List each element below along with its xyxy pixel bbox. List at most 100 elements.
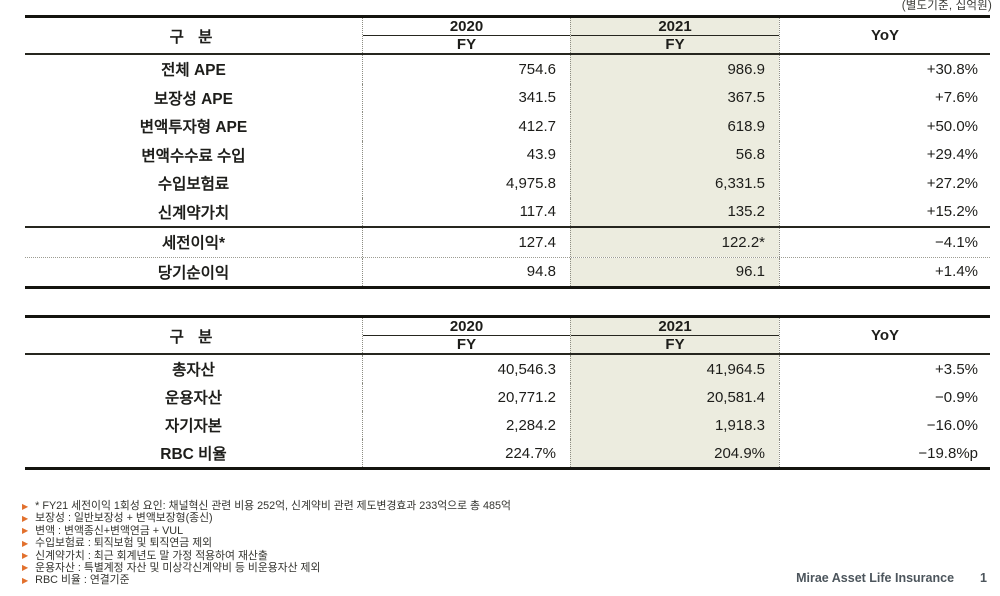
table2-header-2021-fy: FY — [665, 336, 685, 353]
value-2021: 96.1 — [570, 257, 779, 286]
footnote-text: * FY21 세전이익 1회성 요인: 채널혁신 관련 비용 252억, 신계약… — [35, 500, 511, 512]
brand-name: Mirae Asset Life Insurance — [796, 571, 955, 585]
page-footer: Mirae Asset Life Insurance 1 — [796, 571, 987, 585]
row-label: 변액투자형 APE — [139, 119, 248, 137]
value-2021: 6,331.5 — [570, 169, 779, 198]
footnote-line: ▶ RBC 비율 : 연결기준 — [22, 574, 511, 586]
row-label: 변액수수료 수입 — [141, 147, 246, 165]
footnote-text: 보장성 : 일반보장성 + 변액보장형(종신) — [35, 512, 213, 525]
footnotes: ▶ * FY21 세전이익 1회성 요인: 채널혁신 관련 비용 252억, 신… — [22, 500, 511, 587]
value-2020: 20,771.2 — [362, 383, 570, 411]
row-label: 당기순이익 — [157, 264, 230, 282]
table1-header-2020: 2020 — [363, 18, 570, 36]
value-2020: 412.7 — [362, 112, 570, 141]
balance-sheet-table: 구 분 2020 FY 2021 FY YoY 총자산 40,546.3 41,… — [25, 315, 990, 470]
table2-col-2021: 2021 FY — [570, 318, 779, 353]
table-row: 총자산 40,546.3 41,964.5 +3.5% — [25, 355, 990, 383]
value-2020: 224.7% — [362, 439, 570, 467]
value-yoy: +29.4% — [779, 140, 990, 169]
value-2021: 618.9 — [570, 112, 779, 141]
value-2020: 117.4 — [362, 197, 570, 226]
row-label: 수입보험료 — [157, 176, 230, 194]
value-yoy: −4.1% — [779, 228, 990, 257]
table1-header-2021-fy: FY — [665, 36, 685, 53]
footnote-line: ▶ 신계약가치 : 최근 회계년도 말 가정 적용하여 재산출 — [22, 550, 511, 562]
row-label: 자기자본 — [164, 418, 223, 435]
value-yoy: +15.2% — [779, 197, 990, 226]
row-label: 세전이익* — [161, 235, 226, 253]
arrow-bullet-icon: ▶ — [22, 513, 29, 523]
page-number: 1 — [980, 571, 987, 585]
value-2020: 754.6 — [362, 55, 570, 84]
table-row: 운용자산 20,771.2 20,581.4 −0.9% — [25, 383, 990, 411]
table1-col-2020: 2020 FY — [362, 18, 570, 53]
value-yoy: +30.8% — [779, 55, 990, 84]
table2-col-2020: 2020 FY — [362, 318, 570, 353]
value-2021: 986.9 — [570, 55, 779, 84]
value-yoy: +3.5% — [779, 355, 990, 383]
table1-header-2021: 2021 — [571, 18, 779, 36]
table1-header-2020-fy: FY — [456, 36, 477, 53]
value-yoy: +50.0% — [779, 112, 990, 141]
footnote-text: RBC 비율 : 연결기준 — [35, 574, 130, 587]
row-label: 운용자산 — [164, 390, 223, 407]
value-2020: 94.8 — [362, 257, 570, 286]
value-2021: 135.2 — [570, 197, 779, 226]
value-2021: 122.2* — [570, 228, 779, 257]
footnote-line: ▶ 운용자산 : 특별계정 자산 및 미상각신계약비 등 비운용자산 제외 — [22, 562, 511, 574]
value-yoy: +7.6% — [779, 83, 990, 112]
value-2021: 20,581.4 — [570, 383, 779, 411]
footnote-line: ▶ 변액 : 변액종신+변액연금 + VUL — [22, 525, 511, 537]
footnote-text: 운용자산 : 특별계정 자산 및 미상각신계약비 등 비운용자산 제외 — [35, 561, 321, 574]
footnote-line: ▶ * FY21 세전이익 1회성 요인: 채널혁신 관련 비용 252억, 신… — [22, 500, 511, 512]
arrow-bullet-icon: ▶ — [22, 538, 29, 548]
row-label: 보장성 APE — [154, 90, 233, 108]
table-row: 보장성 APE 341.5 367.5 +7.6% — [25, 83, 990, 112]
table2-header-2020-fy: FY — [456, 336, 477, 353]
table-row: 변액수수료 수입 43.9 56.8 +29.4% — [25, 140, 990, 169]
table-row-net-income: 당기순이익 94.8 96.1 +1.4% — [25, 256, 990, 286]
value-yoy: −0.9% — [779, 383, 990, 411]
table1-header: 구 분 2020 FY 2021 FY YoY — [25, 18, 990, 55]
value-yoy: +27.2% — [779, 169, 990, 198]
footnote-text: 신계약가치 : 최근 회계년도 말 가정 적용하여 재산출 — [35, 549, 268, 562]
arrow-bullet-icon: ▶ — [22, 526, 29, 536]
arrow-bullet-icon: ▶ — [22, 563, 29, 573]
table-row: 수입보험료 4,975.8 6,331.5 +27.2% — [25, 169, 990, 198]
row-label: 전체 APE — [161, 62, 226, 80]
value-yoy: −19.8%p — [779, 439, 990, 467]
unit-label: (별도기준, 십억원) — [901, 0, 992, 12]
row-label: 총자산 — [172, 362, 215, 379]
table-row-pretax-profit: 세전이익* 127.4 122.2* −4.1% — [25, 226, 990, 257]
value-2021: 41,964.5 — [570, 355, 779, 383]
value-2020: 2,284.2 — [362, 411, 570, 439]
value-yoy: −16.0% — [779, 411, 990, 439]
row-label: RBC 비율 — [160, 446, 227, 463]
table2-header: 구 분 2020 FY 2021 FY YoY — [25, 318, 990, 355]
sales-metrics-table: 구 분 2020 FY 2021 FY YoY 전체 APE 754.6 986… — [25, 15, 990, 289]
table2-header-yoy: YoY — [779, 318, 990, 353]
table1-header-category: 구 분 — [169, 28, 218, 46]
value-2020: 341.5 — [362, 83, 570, 112]
value-2021: 367.5 — [570, 83, 779, 112]
footnote-text: 수입보험료 : 퇴직보험 및 퇴직연금 제외 — [35, 537, 213, 550]
value-2020: 4,975.8 — [362, 169, 570, 198]
table-row: 자기자본 2,284.2 1,918.3 −16.0% — [25, 411, 990, 439]
row-label: 신계약가치 — [157, 204, 230, 222]
value-2021: 1,918.3 — [570, 411, 779, 439]
table1-col-2021: 2021 FY — [570, 18, 779, 53]
value-2020: 43.9 — [362, 140, 570, 169]
footnote-line: ▶ 보장성 : 일반보장성 + 변액보장형(종신) — [22, 512, 511, 524]
table1-header-yoy: YoY — [779, 18, 990, 53]
table2-header-2021: 2021 — [571, 318, 779, 336]
value-yoy: +1.4% — [779, 257, 990, 286]
arrow-bullet-icon: ▶ — [22, 551, 29, 561]
arrow-bullet-icon: ▶ — [22, 575, 29, 585]
footnote-text: 변액 : 변액종신+변액연금 + VUL — [35, 524, 184, 537]
value-2020: 40,546.3 — [362, 355, 570, 383]
arrow-bullet-icon: ▶ — [22, 501, 29, 511]
value-2021: 204.9% — [570, 439, 779, 467]
table-row: 전체 APE 754.6 986.9 +30.8% — [25, 55, 990, 84]
table-row: 신계약가치 117.4 135.2 +15.2% — [25, 197, 990, 226]
